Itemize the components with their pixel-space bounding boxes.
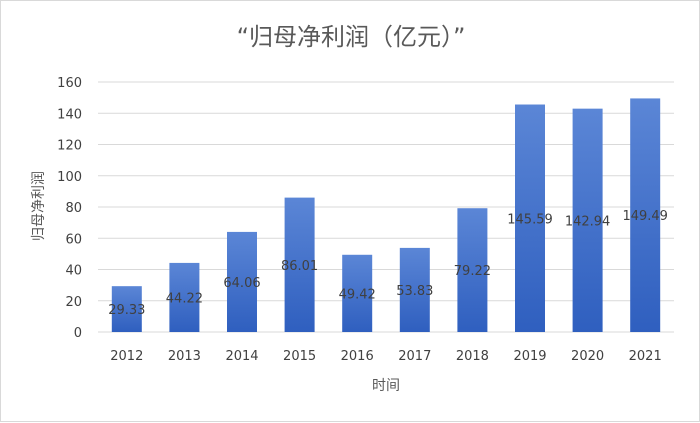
y-tick-label: 80: [65, 201, 82, 216]
bar-2016: [342, 254, 373, 332]
y-tick-label: 20: [65, 295, 82, 310]
bar-2014: [227, 231, 257, 332]
bar-2017: [399, 247, 430, 332]
x-tick-label-2013: 2013: [168, 349, 201, 364]
x-tick-label-2018: 2018: [456, 349, 489, 364]
y-axis-title: 归母净利润: [30, 171, 47, 241]
data-label-2018: 79.22: [454, 264, 491, 279]
bar-2019: [515, 104, 545, 332]
y-tick-label: 140: [57, 107, 82, 122]
data-label-2015: 86.01: [281, 259, 318, 274]
bar-2020: [572, 108, 603, 332]
y-tick-label: 160: [57, 76, 82, 91]
x-tick-label-2016: 2016: [341, 349, 374, 364]
data-label-2021: 149.49: [622, 209, 668, 224]
y-tick-label: 40: [65, 264, 82, 279]
bar-2018: [457, 208, 488, 332]
data-label-2020: 142.94: [565, 214, 611, 229]
data-label-2016: 49.42: [339, 287, 376, 302]
bar-2021: [630, 98, 661, 332]
data-label-2013: 44.22: [166, 291, 203, 306]
data-labels: 29.33 44.22 64.06 86.01 49.42 53.83 79.22 145.5…: [108, 209, 668, 318]
x-tick-label-2020: 2020: [571, 349, 604, 364]
x-tick-label-2017: 2017: [398, 349, 431, 364]
y-tick-label: 0: [74, 326, 82, 341]
data-label-2017: 53.83: [396, 284, 433, 299]
x-axis-title: 时间: [372, 378, 400, 394]
x-tick-label-2012: 2012: [110, 349, 143, 364]
data-label-2019: 145.59: [507, 212, 553, 227]
x-axis-ticks: 2012 2013 2014 2015 2016 2017 2018 2019 2020 2021: [110, 349, 661, 364]
x-tick-label-2014: 2014: [225, 349, 258, 364]
chart-title: “归母净利润（亿元）”: [237, 23, 466, 51]
bar-2013: [169, 262, 200, 332]
x-tick-label-2021: 2021: [629, 349, 662, 364]
y-tick-label: 120: [57, 139, 82, 154]
bar-2015: [284, 197, 315, 332]
x-tick-label-2019: 2019: [513, 349, 546, 364]
x-tick-label-2015: 2015: [283, 349, 316, 364]
data-label-2012: 29.33: [108, 303, 145, 318]
y-axis-ticks: 0 20 40 60 80 100 120 140 160: [57, 76, 82, 341]
bars: [111, 98, 661, 332]
y-tick-label: 100: [57, 170, 82, 185]
y-tick-label: 60: [65, 232, 82, 247]
bar-2012: [111, 286, 142, 332]
data-label-2014: 64.06: [223, 276, 260, 291]
